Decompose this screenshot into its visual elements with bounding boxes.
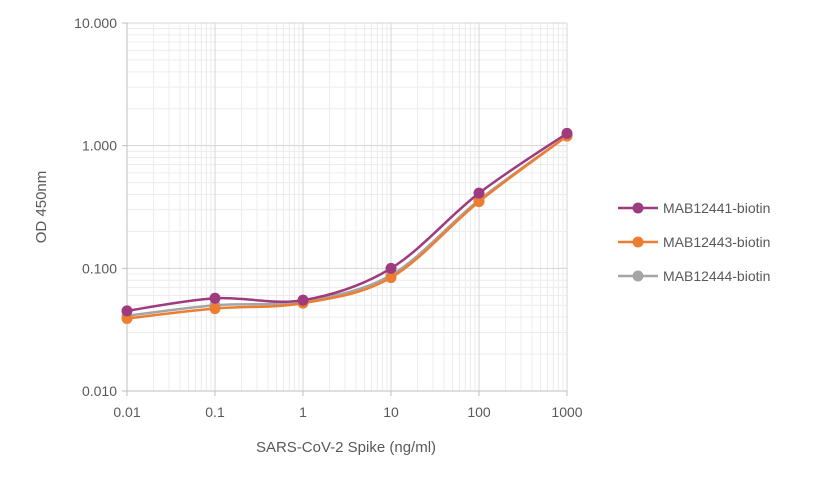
legend-label-mab12443-biotin: MAB12443-biotin (663, 234, 770, 250)
x-tick-label: 1000 (551, 404, 582, 420)
x-tick-label: 0.1 (205, 404, 225, 420)
series-line-mab12441-biotin (126, 132, 568, 313)
y-tick-label: 1.000 (82, 138, 117, 154)
chart-axes (122, 22, 568, 396)
legend-marker-mab12441-biotin (632, 202, 644, 214)
legend-label-mab12441-biotin: MAB12441-biotin (663, 200, 770, 216)
x-tick-label: 10 (383, 404, 399, 420)
data-point-mab12443-biotin (473, 196, 485, 208)
data-point-mab12441-biotin (473, 187, 485, 199)
chart-series (121, 127, 573, 324)
y-tick-label: 0.100 (82, 260, 117, 276)
data-point-mab12441-biotin (561, 127, 573, 139)
chart-tick-labels: 0.01 0.1 1 10 100 1000 0.010 0.100 1.000 10.000 (74, 15, 583, 420)
y-tick-label: 10.000 (74, 15, 117, 31)
data-point-mab12441-biotin (385, 262, 397, 274)
chart-grid (126, 22, 568, 392)
series-line-mab12443-biotin (126, 134, 568, 320)
data-point-mab12443-biotin (209, 303, 221, 315)
y-tick-label: 0.010 (82, 383, 117, 399)
data-point-mab12443-biotin (385, 272, 397, 284)
x-tick-label: 0.01 (113, 404, 140, 420)
y-axis-title: OD 450nm (33, 171, 50, 244)
x-tick-label: 100 (467, 404, 491, 420)
x-tick-label: 1 (299, 404, 307, 420)
chart-legend: MAB12441-biotin MAB12443-biotin MAB12444-b… (618, 200, 770, 284)
data-point-mab12441-biotin (297, 294, 309, 306)
legend-marker-mab12443-biotin (632, 236, 644, 248)
x-axis-title: SARS-CoV-2 Spike (ng/ml) (256, 439, 436, 456)
data-point-mab12441-biotin (209, 292, 221, 304)
legend-label-mab12444-biotin: MAB12444-biotin (663, 268, 770, 284)
legend-marker-mab12444-biotin (632, 270, 644, 282)
data-point-mab12443-biotin (121, 312, 133, 324)
data-point-mab12441-biotin (121, 305, 133, 317)
